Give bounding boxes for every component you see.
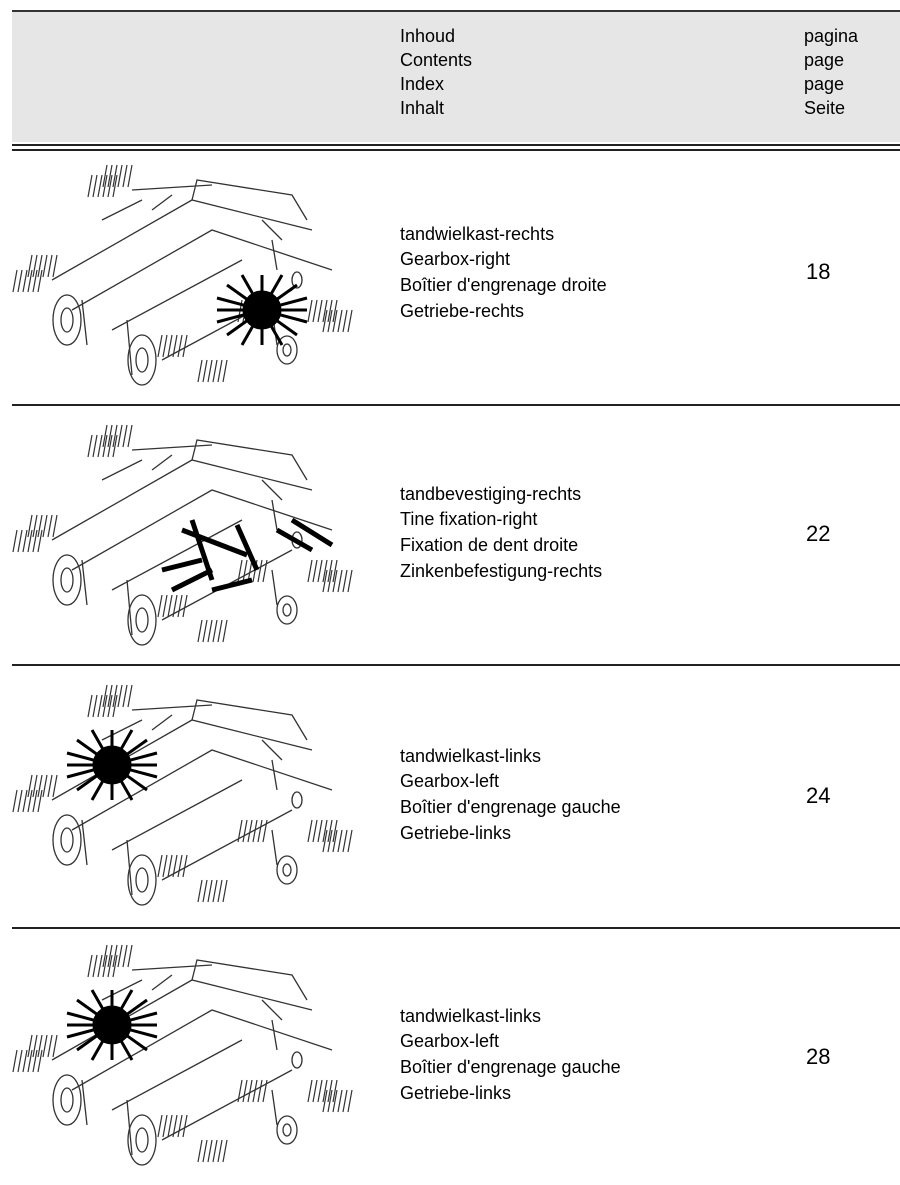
rule [12,404,900,406]
illustration [12,940,357,1180]
rule [12,149,900,151]
row-text: tandbevestiging-rechts [400,484,582,504]
row-text: Gearbox-left [400,1031,500,1051]
page-number: 18 [806,259,831,284]
header-page: Seite [804,98,846,118]
header-page: page [804,50,845,70]
illustration [12,680,357,920]
page-number: 24 [806,783,831,808]
page-number: 28 [806,1044,831,1069]
illustration [12,160,357,400]
header-page: page [804,74,845,94]
row-text: Boîtier d'engrenage droite [400,275,607,295]
row-text: tandwielkast-rechts [400,224,555,244]
header-title: Inhoud [400,26,456,46]
header-band [12,10,900,142]
row-text: Getriebe-links [400,823,512,843]
header-page: pagina [804,26,859,46]
row-text: Fixation de dent droite [400,535,579,555]
row-text: Gearbox-left [400,771,500,791]
row-text: Boîtier d'engrenage gauche [400,797,621,817]
rule [12,664,900,666]
row-text: Gearbox-right [400,249,511,269]
rule [12,144,900,146]
row-text: Zinkenbefestigung-rechts [400,561,603,581]
illustration [12,420,357,660]
row-text: Getriebe-rechts [400,301,525,321]
row-text: Tine fixation-right [400,509,538,529]
header-title: Inhalt [400,98,445,118]
rule [12,927,900,929]
header-title: Contents [400,50,473,70]
row-text: tandwielkast-links [400,1006,542,1026]
row-text: Boîtier d'engrenage gauche [400,1057,621,1077]
header-title: Index [400,74,445,94]
row-text: Getriebe-links [400,1083,512,1103]
row-text: tandwielkast-links [400,746,542,766]
page-number: 22 [806,521,831,546]
